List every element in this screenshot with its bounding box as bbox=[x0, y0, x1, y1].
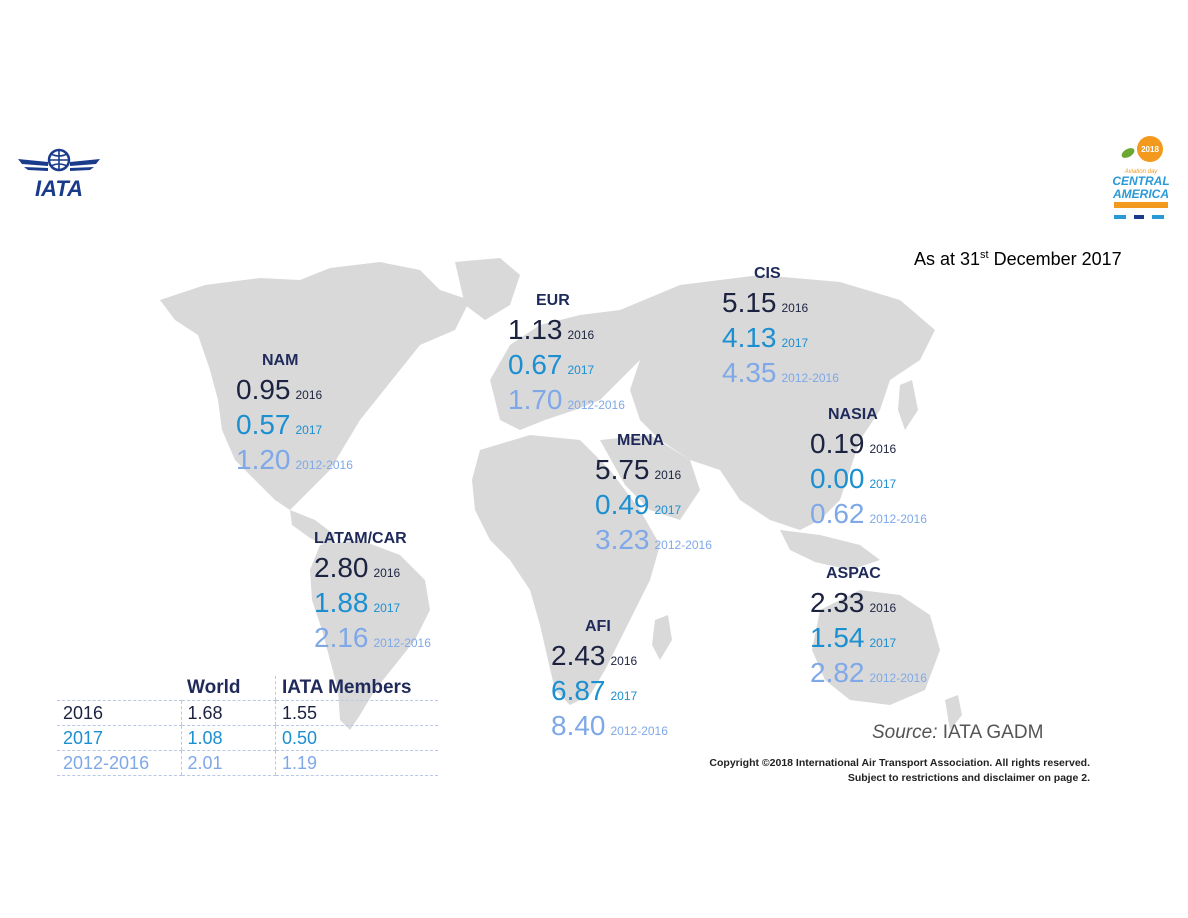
value-2016: 2.80 bbox=[314, 552, 369, 583]
greenland-landmass bbox=[455, 258, 520, 320]
region-eur: EUR 1.13 2016 0.67 2017 1.70 2012-2016 bbox=[508, 292, 625, 415]
iata-logo: IATA bbox=[18, 148, 100, 201]
region-name: MENA bbox=[617, 432, 665, 449]
value-2016: 1.13 bbox=[508, 314, 563, 345]
southeast-asia-islands bbox=[780, 530, 880, 570]
region-name: LATAM/CAR bbox=[314, 530, 407, 547]
madagascar-landmass bbox=[652, 615, 672, 660]
table-cell-members: 1.19 bbox=[275, 750, 438, 776]
table-header-world: World bbox=[181, 676, 276, 701]
value-2017: 0.57 bbox=[236, 409, 291, 440]
middle-east-landmass bbox=[600, 435, 700, 520]
value-2012-2016: 2.16 bbox=[314, 622, 369, 653]
table-row: 2017 1.08 0.50 bbox=[57, 725, 438, 751]
value-2016: 0.19 bbox=[810, 428, 865, 459]
north-america-landmass bbox=[160, 262, 470, 510]
value-2017: 1.54 bbox=[810, 622, 865, 653]
value-2016: 2.33 bbox=[810, 587, 865, 618]
value-2016: 0.95 bbox=[236, 374, 291, 405]
table-cell-world: 1.08 bbox=[180, 725, 276, 751]
table-header-iata-members: IATA Members bbox=[275, 676, 438, 701]
value-2017: 4.13 bbox=[722, 322, 777, 353]
japan-landmass bbox=[898, 380, 918, 430]
source-note: Source: IATA GADM bbox=[872, 722, 1044, 743]
region-name: ASPAC bbox=[826, 565, 881, 582]
table-cell-period: 2012-2016 bbox=[57, 750, 181, 776]
aviation-day-central-america-logo: 2018 Aviation day CENTRAL AMERICA bbox=[1112, 136, 1170, 219]
value-2016: 5.15 bbox=[722, 287, 777, 318]
as-at-date: As at 31st December 2017 bbox=[914, 249, 1122, 269]
table-cell-period: 2016 bbox=[57, 700, 181, 726]
value-2017: 0.00 bbox=[810, 463, 865, 494]
region-name: EUR bbox=[536, 292, 570, 309]
table-cell-world: 1.68 bbox=[180, 700, 276, 726]
table-cell-world: 2.01 bbox=[180, 750, 276, 776]
svg-text:2018: 2018 bbox=[1141, 145, 1159, 154]
svg-text:Aviation day: Aviation day bbox=[1124, 169, 1159, 175]
region-latam-car: LATAM/CAR 2.80 2016 1.88 2017 2.16 2012-201… bbox=[314, 530, 431, 653]
value-2017: 6.87 bbox=[551, 675, 606, 706]
value-2012-2016: 1.20 bbox=[236, 444, 291, 475]
australia-landmass bbox=[812, 590, 940, 705]
region-name: AFI bbox=[585, 618, 611, 635]
table-cell-period: 2017 bbox=[57, 725, 181, 751]
iata-logo-text: IATA bbox=[35, 176, 83, 201]
value-2012-2016: 0.62 bbox=[810, 498, 865, 529]
value-2012-2016: 4.35 bbox=[722, 357, 777, 388]
new-zealand-landmass bbox=[945, 695, 962, 730]
value-2016: 5.75 bbox=[595, 454, 650, 485]
region-afi: AFI 2.43 2016 6.87 2017 8.40 2012-2016 bbox=[551, 618, 668, 741]
value-2012-2016: 2.82 bbox=[810, 657, 865, 688]
table-cell-members: 0.50 bbox=[275, 725, 438, 751]
value-2012-2016: 1.70 bbox=[508, 384, 563, 415]
world-summary-table: World IATA Members 2016 1.68 1.55 2017 1… bbox=[57, 676, 438, 776]
value-2016: 2.43 bbox=[551, 640, 606, 671]
svg-text:AMERICA: AMERICA bbox=[1112, 187, 1169, 201]
region-name: NAM bbox=[262, 352, 299, 369]
copyright-notice: Copyright ©2018 International Air Transp… bbox=[709, 757, 1090, 784]
value-2017: 1.88 bbox=[314, 587, 369, 618]
region-mena: MENA 5.75 2016 0.49 2017 3.23 2012-2016 bbox=[595, 432, 712, 555]
region-nam: NAM 0.95 2016 0.57 2017 1.20 2012-2016 bbox=[236, 352, 353, 475]
central-america-landmass bbox=[290, 510, 335, 548]
region-cis: CIS 5.15 2016 4.13 2017 4.35 2012-2016 bbox=[722, 265, 839, 388]
table-header-cell bbox=[57, 676, 181, 701]
region-aspac: ASPAC 2.33 2016 1.54 2017 2.82 2012-2016 bbox=[810, 565, 927, 688]
table-row: 2012-2016 2.01 1.19 bbox=[57, 750, 438, 776]
region-name: CIS bbox=[754, 265, 781, 282]
table-row: 2016 1.68 1.55 bbox=[57, 700, 438, 726]
value-2012-2016: 3.23 bbox=[595, 524, 650, 555]
asia-landmass bbox=[620, 275, 935, 530]
value-2017: 0.49 bbox=[595, 489, 650, 520]
table-header-row: World IATA Members bbox=[57, 676, 438, 701]
value-2012-2016: 8.40 bbox=[551, 710, 606, 741]
region-name: NASIA bbox=[828, 406, 878, 423]
region-nasia: NASIA 0.19 2016 0.00 2017 0.62 2012-2016 bbox=[810, 406, 927, 529]
europe-landmass bbox=[490, 310, 650, 430]
svg-text:CENTRAL: CENTRAL bbox=[1112, 174, 1169, 188]
africa-landmass bbox=[472, 435, 660, 705]
table-cell-members: 1.55 bbox=[275, 700, 438, 726]
value-2017: 0.67 bbox=[508, 349, 563, 380]
